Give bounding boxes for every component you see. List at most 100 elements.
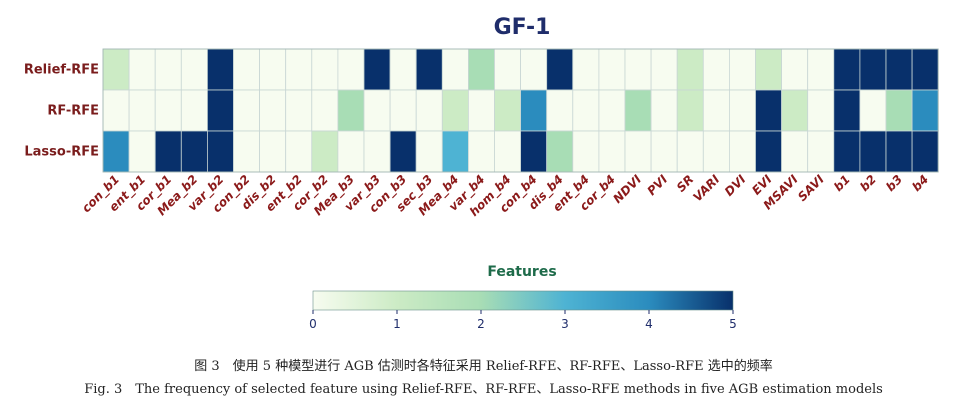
heatmap-cell <box>650 48 678 91</box>
colorbar-tick-label: 3 <box>561 317 569 331</box>
heatmap-cell <box>467 130 495 173</box>
heatmap-cell <box>311 48 339 91</box>
column-label: b4 <box>909 172 931 194</box>
heatmap-cell <box>233 89 261 132</box>
heatmap-cell <box>859 89 887 132</box>
heatmap-cell <box>702 89 730 132</box>
heatmap-cell <box>180 48 208 91</box>
heatmap-cell <box>546 130 574 173</box>
x-axis-label: Features <box>487 264 556 280</box>
heatmap-cell <box>206 130 234 173</box>
row-labels: Relief-RFE RF-RFE Lasso-RFE <box>24 63 99 160</box>
heatmap-cell <box>572 89 600 132</box>
heatmap-cell <box>102 130 130 173</box>
heatmap-cell <box>755 89 783 132</box>
heatmap-cell <box>885 89 913 132</box>
heatmap-cell <box>389 89 417 132</box>
heatmap-cell <box>494 89 522 132</box>
heatmap-cell <box>833 130 861 173</box>
heatmap-cell <box>206 48 234 91</box>
heatmap-cell <box>598 89 626 132</box>
colorbar-tick-label: 1 <box>393 317 401 331</box>
heatmap-cell <box>833 89 861 132</box>
heatmap-chart: GF-1 Relief-RFE RF-RFE Lasso-RFE con_b1ent… <box>24 15 939 331</box>
heatmap-cell <box>311 130 339 173</box>
heatmap-cell <box>781 89 809 132</box>
heatmap-cell <box>546 48 574 91</box>
heatmap-cell <box>415 48 443 91</box>
heatmap-cell <box>233 48 261 91</box>
heatmap-cell <box>494 130 522 173</box>
heatmap-cell <box>259 89 287 132</box>
heatmap-cell <box>911 130 939 173</box>
heatmap-cell <box>729 89 756 132</box>
caption-chinese: 图 3 使用 5 种模型进行 AGB 估测时各特征采用 Relief-RFE、R… <box>194 359 773 374</box>
heatmap-cell <box>911 89 939 132</box>
heatmap-cell <box>520 89 548 132</box>
column-label: DVI <box>722 172 749 199</box>
row-label: Lasso-RFE <box>24 145 99 160</box>
colorbar-ticks: 0 1 2 3 4 5 <box>309 310 737 331</box>
column-label: b2 <box>857 172 879 194</box>
heatmap-cell <box>441 89 469 132</box>
heatmap-cell <box>363 89 391 132</box>
heatmap-cell <box>154 89 182 132</box>
heatmap-cell <box>859 130 887 173</box>
heatmap-cell <box>755 48 783 91</box>
heatmap-cell <box>807 130 835 173</box>
heatmap-cell <box>572 48 600 91</box>
heatmap-cell <box>911 48 939 91</box>
heatmap-cell <box>624 89 652 132</box>
heatmap-cell <box>676 130 704 173</box>
heatmap-cell <box>650 130 678 173</box>
heatmap-cell <box>363 130 391 173</box>
heatmap-cell <box>624 130 652 173</box>
heatmap-cell <box>102 89 130 132</box>
colorbar-tick-label: 4 <box>645 317 653 331</box>
heatmap-cell <box>885 130 913 173</box>
heatmap-cell <box>285 130 313 173</box>
column-labels: con_b1ent_b1cor_b1Mea_b2var_b2con_b2dis_… <box>79 172 931 220</box>
heatmap-cell <box>807 48 835 91</box>
colorbar <box>312 290 734 311</box>
heatmap-cell <box>624 48 652 91</box>
heatmap-cell <box>337 89 365 132</box>
heatmap-cell <box>389 48 417 91</box>
heatmap-cell <box>285 89 313 132</box>
heatmap-cell <box>259 48 287 91</box>
heatmap-cell <box>885 48 913 91</box>
heatmap-cell <box>415 130 443 173</box>
heatmap-cell <box>676 89 704 132</box>
heatmap-cell <box>598 130 626 173</box>
column-label: NDVI <box>610 172 644 206</box>
heatmap-frame <box>102 48 939 173</box>
heatmap-cell <box>755 130 783 173</box>
heatmap-cell <box>441 48 469 91</box>
heatmap-cell <box>311 89 339 132</box>
heatmap-cell <box>650 89 678 132</box>
heatmap-cell <box>859 48 887 91</box>
heatmap-cell <box>729 130 756 173</box>
heatmap-cell <box>206 89 234 132</box>
heatmap-cell <box>180 130 208 173</box>
heatmap-cell <box>233 130 261 173</box>
heatmap-cell <box>598 48 626 91</box>
column-label: b1 <box>831 172 853 194</box>
heatmap-cell <box>415 89 443 132</box>
heatmap-cell <box>833 48 861 91</box>
heatmap-cell <box>807 89 835 132</box>
heatmap-cell <box>102 48 130 91</box>
column-label: b3 <box>883 172 905 194</box>
column-label: SAVI <box>795 172 827 204</box>
heatmap-cell <box>520 130 548 173</box>
heatmap-cell <box>180 89 208 132</box>
row-label: RF-RFE <box>47 104 99 119</box>
row-label: Relief-RFE <box>24 63 99 78</box>
heatmap-cell <box>337 48 365 91</box>
heatmap-cell <box>494 48 522 91</box>
heatmap-cell <box>676 48 704 91</box>
heatmap-cell <box>363 48 391 91</box>
heatmap-cell <box>154 48 182 91</box>
colorbar-tick-label: 2 <box>477 317 485 331</box>
heatmap-cell <box>546 89 574 132</box>
